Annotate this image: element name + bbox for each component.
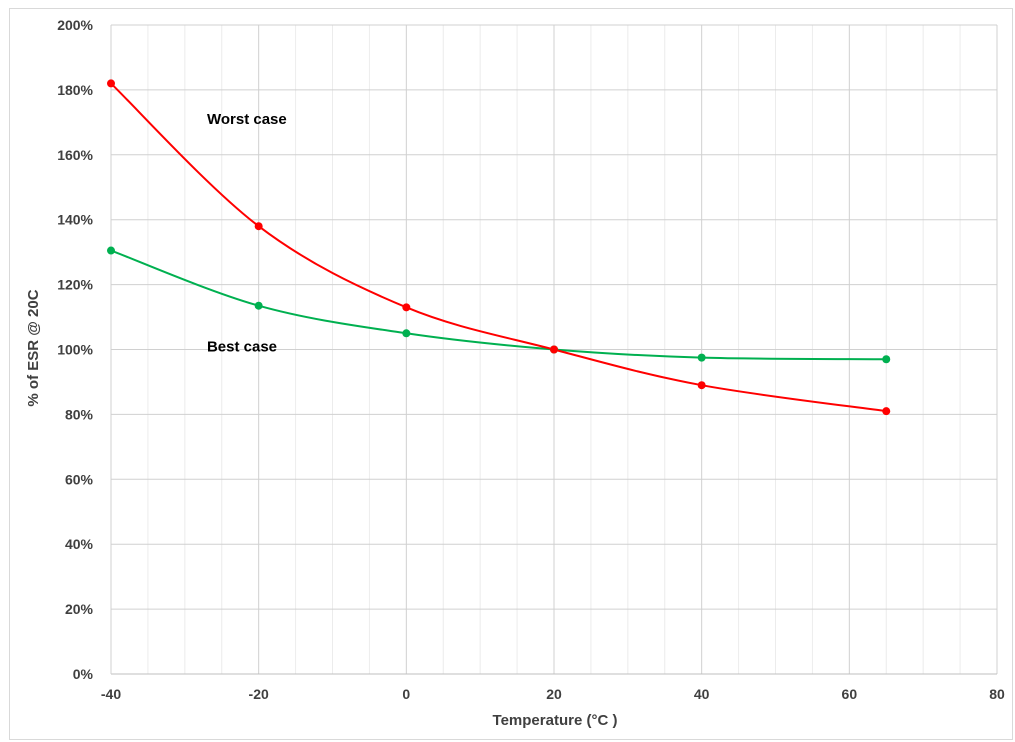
series-line-worst-case: [110, 82, 887, 413]
series-lines: [110, 82, 887, 413]
annotations: Worst case Best case: [207, 111, 287, 355]
x-tick-label: -40: [101, 686, 121, 702]
y-tick-labels: 0% 20% 40% 60% 80% 100% 120% 140% 160% 180% 200%: [57, 17, 93, 682]
chart-area: [9, 8, 1013, 740]
data-point-worst-case: [402, 303, 411, 312]
data-point-best-case: [402, 329, 411, 338]
y-tick-label: 0%: [73, 666, 94, 682]
y-tick-label: 100%: [57, 342, 93, 358]
y-tick-label: 140%: [57, 212, 93, 228]
x-tick-labels: -40 -20 0 20 40 60 80: [101, 686, 1005, 702]
y-tick-label: 160%: [57, 147, 93, 163]
y-axis-title: % of ESR @ 20C: [25, 289, 42, 406]
axes: [110, 25, 997, 675]
series-line-best-case: [110, 249, 887, 361]
x-tick-label: 80: [989, 686, 1005, 702]
y-tick-label: 40%: [65, 536, 94, 552]
data-point-worst-case: [550, 345, 558, 354]
x-tick-label: 40: [694, 686, 710, 702]
x-tick-label: -20: [249, 686, 269, 702]
x-tick-label: 60: [842, 686, 858, 702]
data-point-worst-case: [107, 79, 115, 88]
x-tick-label: 0: [402, 686, 410, 702]
y-tick-label: 80%: [65, 406, 94, 422]
annotation-label: Best case: [207, 338, 277, 355]
data-point-worst-case: [882, 407, 891, 416]
data-point-best-case: [697, 353, 706, 362]
y-tick-label: 200%: [57, 17, 93, 33]
data-point-worst-case: [254, 222, 263, 231]
y-tick-label: 120%: [57, 277, 93, 293]
y-tick-label: 180%: [57, 82, 93, 98]
data-point-worst-case: [697, 381, 706, 390]
y-tick-label: 20%: [65, 601, 94, 617]
data-point-best-case: [254, 301, 263, 310]
annotation-label: Worst case: [207, 111, 287, 128]
y-tick-label: 60%: [65, 471, 94, 487]
x-axis-title: Temperature (°C ): [493, 712, 618, 729]
data-point-best-case: [882, 355, 891, 364]
series-points: [107, 79, 891, 416]
data-point-best-case: [107, 246, 115, 255]
x-tick-label: 20: [546, 686, 562, 702]
